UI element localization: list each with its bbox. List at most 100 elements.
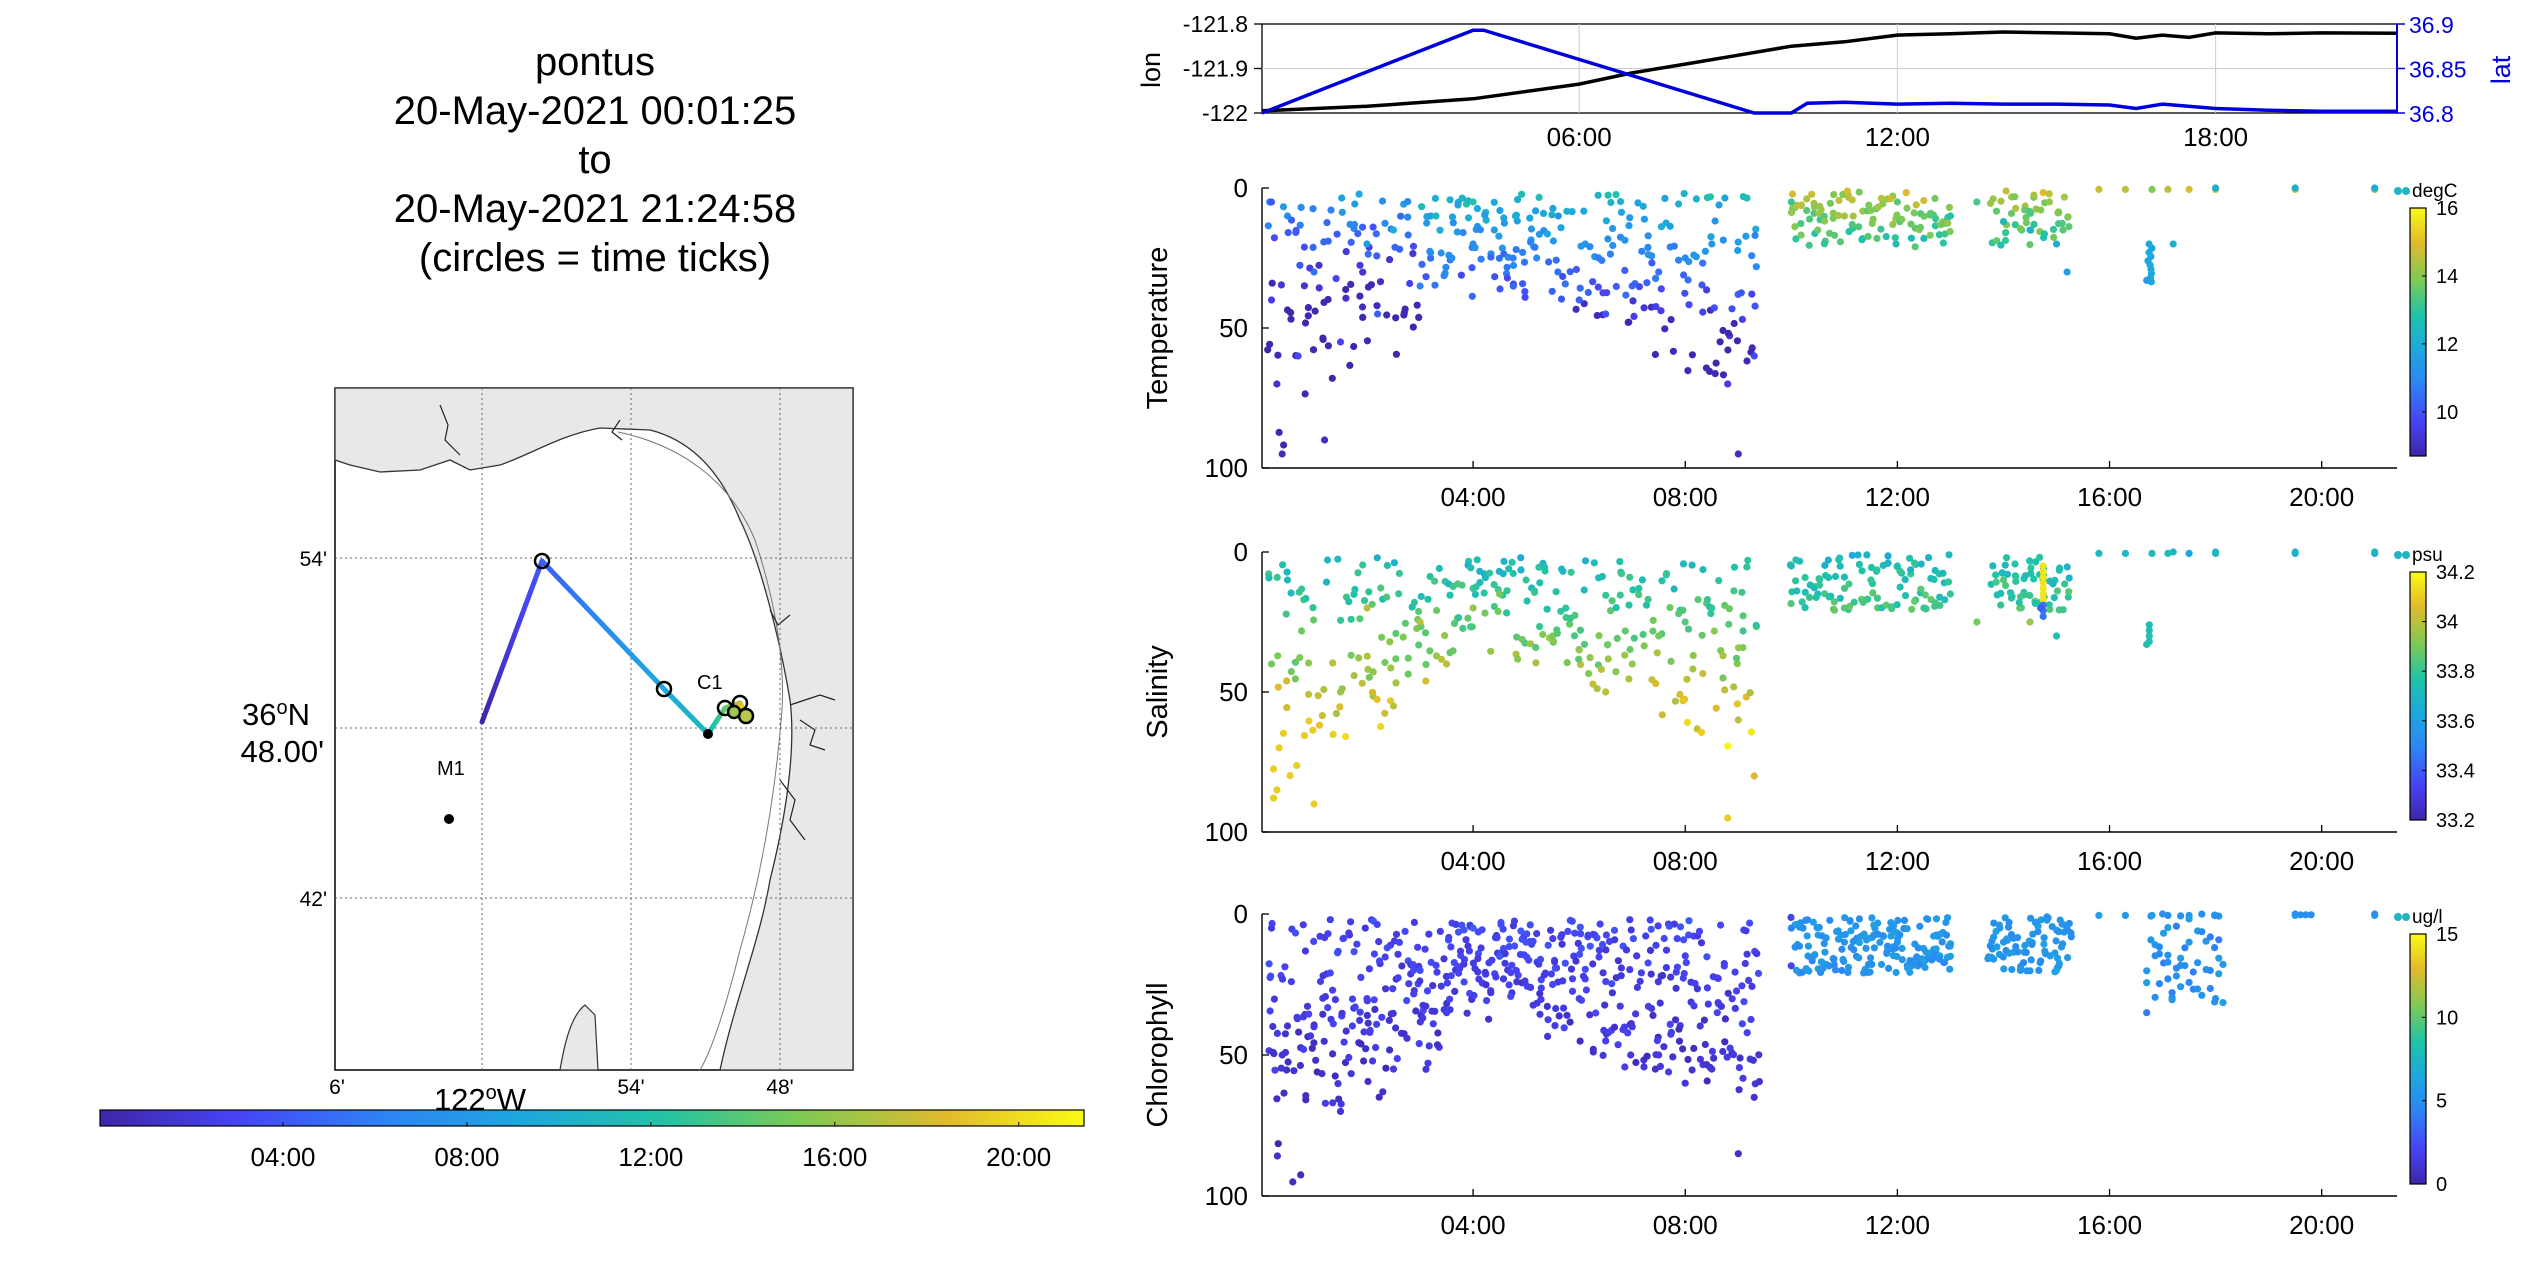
data-point (2039, 573, 2047, 581)
data-point (1711, 217, 1719, 225)
data-point (1347, 280, 1355, 288)
data-point (1797, 202, 1805, 210)
data-point (1685, 301, 1693, 309)
colorbar-tick-label: 15 (2436, 924, 2458, 946)
data-point (1460, 956, 1469, 964)
data-point (1753, 950, 1761, 958)
data-point (1499, 975, 1508, 983)
data-point (1594, 191, 1602, 199)
data-point (1392, 655, 1400, 663)
data-point (1820, 940, 1828, 948)
data-point (1626, 966, 1634, 974)
data-point (2065, 574, 2073, 582)
data-point (1577, 930, 1585, 938)
data-point (1375, 938, 1383, 946)
data-point (1323, 219, 1331, 227)
data-point (1744, 556, 1752, 564)
data-point (1395, 938, 1403, 947)
data-point (1821, 948, 1829, 956)
data-point (2169, 240, 2177, 248)
data-point (1549, 980, 1557, 989)
data-point (1566, 268, 1574, 276)
data-point (2039, 579, 2047, 587)
data-point (1689, 651, 1697, 660)
data-point (2026, 209, 2035, 217)
data-point (1683, 675, 1691, 683)
data-point (1321, 993, 1329, 1001)
data-point (1334, 1080, 1342, 1088)
data-point (1946, 227, 1954, 236)
data-point (1287, 315, 1295, 323)
data-point (2219, 960, 2227, 969)
data-point (1746, 689, 1754, 697)
data-point (1585, 670, 1593, 678)
data-point (1920, 234, 1928, 242)
data-point (1514, 196, 1522, 204)
data-point (1441, 632, 1449, 640)
data-point (1944, 578, 1953, 586)
data-point (1535, 193, 1543, 201)
data-point (1303, 1002, 1312, 1010)
legend-marker (2394, 187, 2402, 195)
data-point (1324, 295, 1332, 304)
data-point (1377, 723, 1385, 731)
data-point (1404, 198, 1412, 206)
data-point (1549, 637, 1558, 646)
data-point (1435, 564, 1443, 573)
data-point (1459, 624, 1467, 633)
data-point (1917, 560, 1925, 568)
data-point (1820, 240, 1828, 248)
data-point (1364, 1019, 1372, 1027)
data-point (1726, 1044, 1734, 1052)
data-point (2039, 590, 2047, 598)
data-point (1661, 194, 1669, 202)
data-point (1373, 920, 1381, 929)
data-point (1329, 1099, 1337, 1107)
data-point (1273, 1029, 1281, 1037)
lat-series-line (1261, 28, 2397, 115)
data-point (1436, 226, 1444, 234)
data-point (1798, 598, 1806, 606)
data-point (1452, 920, 1460, 929)
data-point (1621, 1063, 1629, 1071)
data-point (1734, 450, 1742, 458)
x-tick-label: 08:00 (1653, 482, 1718, 512)
data-point (1406, 279, 1414, 288)
data-point (2296, 911, 2305, 919)
temperature-axis-label: Temperature (1142, 247, 1174, 410)
data-point (1622, 291, 1630, 299)
data-point (2016, 604, 2024, 612)
data-point (1747, 728, 1755, 736)
data-point (1636, 977, 1644, 985)
data-point (1640, 304, 1648, 312)
data-point (1698, 631, 1706, 639)
y-tick-label: 0 (1234, 899, 1248, 929)
data-point (1733, 660, 1741, 668)
data-point (1404, 231, 1412, 239)
data-point (1625, 675, 1633, 683)
data-point (1329, 986, 1337, 994)
data-point (1843, 187, 1851, 195)
data-point (1386, 638, 1394, 646)
time-tick-circles (533, 552, 755, 725)
data-point (1892, 240, 1900, 248)
y-tick-label: 100 (1205, 453, 1248, 483)
data-point (1358, 303, 1367, 311)
data-point (1581, 965, 1589, 973)
data-point (1850, 946, 1858, 954)
data-point (1372, 230, 1380, 238)
data-point (1503, 587, 1511, 595)
data-point (1946, 212, 1954, 220)
data-point (1652, 941, 1660, 949)
data-point (1801, 588, 1809, 596)
data-point (1394, 974, 1402, 982)
data-point (1356, 1016, 1364, 1024)
data-point (1324, 1004, 1332, 1012)
data-point (1345, 931, 1354, 939)
data-point (1309, 346, 1318, 354)
data-point (1855, 954, 1863, 962)
data-point (1310, 800, 1318, 808)
data-point (1992, 578, 2000, 586)
data-point (1852, 922, 1860, 930)
data-point (1862, 944, 1870, 952)
